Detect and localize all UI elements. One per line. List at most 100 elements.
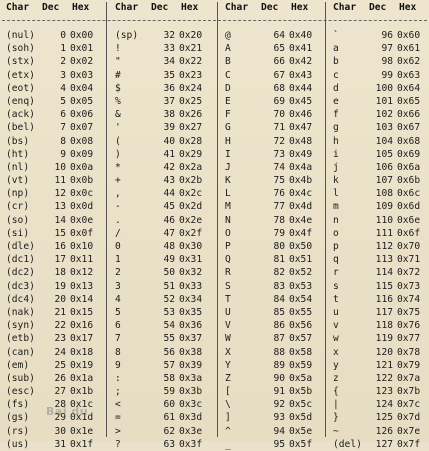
cell-dec: 52 [163, 293, 175, 305]
cell-dec: 31 [54, 438, 66, 450]
cell-dec: 19 [54, 280, 66, 292]
cell-char: (so) [6, 214, 30, 226]
cell-hex: 0x37 [179, 333, 203, 345]
cell-hex: 0x68 [397, 135, 421, 147]
cell-dec: 115 [375, 280, 393, 292]
cell-char: > [115, 425, 121, 437]
cell-dec: 0 [60, 30, 66, 41]
cell-char: v [333, 320, 339, 332]
cell-dec: 83 [273, 280, 285, 292]
cell-char: (can) [6, 346, 35, 358]
cell-dec: 101 [375, 95, 393, 107]
cell-dec: 26 [54, 372, 66, 384]
cell-hex: 0x25 [179, 95, 203, 107]
cell-dec: 65 [273, 43, 285, 55]
header-char: Char [333, 2, 357, 13]
cell-dec: 122 [375, 372, 393, 384]
cell-hex: 0x61 [397, 43, 421, 55]
cell-dec: 76 [273, 188, 285, 200]
cell-char: (sp) [115, 30, 139, 41]
cell-char: J [225, 161, 231, 173]
cell-dec: 89 [273, 359, 285, 371]
cell-char: (bs) [6, 135, 30, 147]
table-row: (si) 15 0x0f / 47 0x2f O 79 0x4f o 111 0x6f [0, 227, 429, 240]
cell-dec: 41 [163, 148, 175, 160]
watermark-logo: Bai du [46, 405, 89, 418]
cell-dec: 105 [375, 148, 393, 160]
cell-hex: 0x2f [179, 227, 203, 239]
cell-char: - [115, 201, 121, 213]
cell-dec: 35 [163, 69, 175, 81]
cell-char: E [225, 95, 231, 107]
cell-char: q [333, 254, 339, 266]
cell-hex: 0x1b [70, 386, 94, 398]
cell-hex: 0x64 [397, 82, 421, 94]
cell-dec: 61 [163, 412, 175, 424]
cell-hex: 0x71 [397, 254, 421, 266]
cell-dec: 39 [163, 122, 175, 134]
table-row: (ack) 6 0x06 & 38 0x26 F 70 0x46 f 102 0x66 [0, 108, 429, 121]
table-row: (vt) 11 0x0b +43 0x2b K 75 0x4b k 107 0x6b [0, 174, 429, 187]
cell-hex: 0x24 [179, 82, 203, 94]
cell-char: 4 [115, 293, 121, 305]
cell-hex: 0x20 [179, 30, 203, 41]
cell-dec: 120 [375, 346, 393, 358]
cell-hex: 0x66 [397, 109, 421, 121]
cell-char: (si) [6, 227, 30, 239]
cell-char: < [115, 399, 121, 411]
header-dec: Dec [151, 2, 169, 13]
cell-hex: 0x3e [179, 425, 203, 437]
cell-hex: 0x3c [179, 399, 203, 411]
cell-hex: 0x3b [179, 386, 203, 398]
cell-dec: 34 [163, 56, 175, 68]
cell-char: ? [115, 438, 121, 450]
cell-char: (del) [333, 438, 362, 450]
cell-dec: 14 [54, 214, 66, 226]
cell-dec: 98 [381, 56, 393, 68]
cell-hex: 0x58 [289, 346, 313, 358]
cell-dec: 11 [54, 175, 66, 187]
cell-dec: 103 [375, 122, 393, 134]
cell-dec: 79 [273, 227, 285, 239]
cell-hex: 0x1c [70, 399, 94, 411]
cell-char: 2 [115, 267, 121, 279]
cell-char: o [333, 227, 339, 239]
cell-char: L [225, 188, 231, 200]
cell-hex: 0x4d [289, 201, 313, 213]
cell-hex: 0x19 [70, 359, 94, 371]
cell-char: c [333, 69, 339, 81]
cell-dec: 12 [54, 188, 66, 200]
cell-char: $ [115, 82, 121, 94]
table-row: (dc4) 20 0x14 4 52 0x34 T 84 0x54 t 116 0x74 [0, 293, 429, 306]
cell-hex: 0x11 [70, 254, 94, 266]
cell-dec: 77 [273, 201, 285, 213]
cell-char: z [333, 372, 339, 384]
cell-char: (nak) [6, 306, 35, 318]
cell-char: (nul) [6, 30, 35, 41]
cell-hex: 0x10 [70, 241, 94, 252]
cell-hex: 0x6a [397, 161, 421, 173]
cell-hex: 0x4f [289, 227, 313, 239]
cell-char: f [333, 109, 339, 121]
cell-char: [ [225, 386, 231, 398]
cell-hex: 0x3d [179, 412, 203, 424]
cell-char: \ [225, 399, 231, 411]
cell-char: ! [115, 43, 121, 55]
cell-hex: 0x7a [397, 372, 421, 384]
cell-char: ( [115, 135, 121, 147]
table-row: (bel) 7 0x07 ' 39 0x27 G 71 0x47 g 103 0x67 [0, 121, 429, 134]
cell-hex: 0x59 [289, 359, 313, 371]
cell-hex: 0x1f [70, 438, 94, 450]
cell-hex: 0x32 [179, 267, 203, 279]
cell-hex: 0x18 [70, 346, 94, 358]
cell-char: a [333, 43, 339, 55]
cell-char: ~ [333, 425, 339, 437]
cell-char: _ [225, 438, 231, 450]
cell-dec: 53 [163, 306, 175, 318]
cell-char: N [225, 214, 231, 226]
cell-dec: 119 [375, 333, 393, 345]
cell-hex: 0x2a [179, 161, 203, 173]
cell-dec: 25 [54, 359, 66, 371]
cell-hex: 0x13 [70, 280, 94, 292]
cell-char: & [115, 109, 121, 121]
